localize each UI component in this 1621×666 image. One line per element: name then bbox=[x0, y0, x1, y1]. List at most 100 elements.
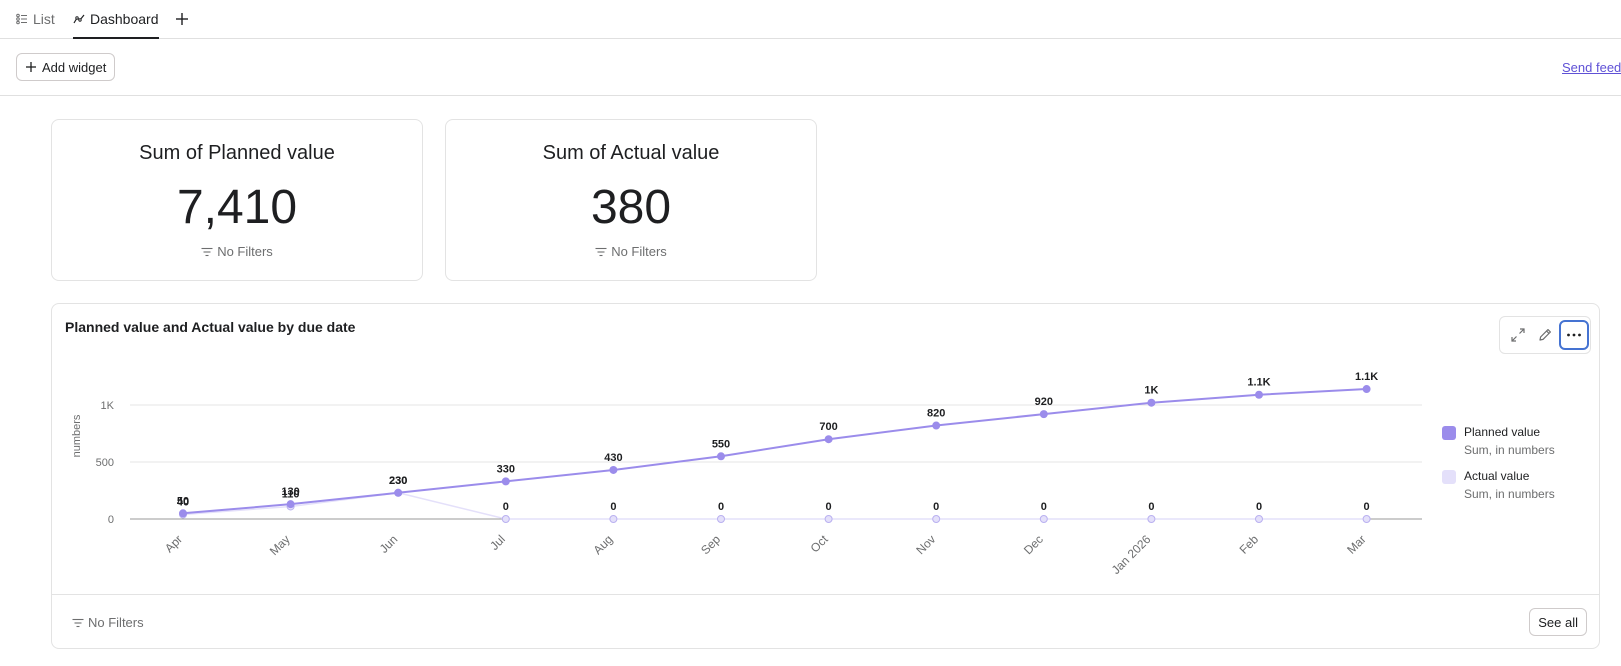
x-tick-label: Mar bbox=[1344, 532, 1369, 557]
data-point bbox=[1255, 515, 1263, 523]
chart-title: Planned value and Actual value by due da… bbox=[65, 319, 356, 335]
y-tick-label: 0 bbox=[108, 514, 114, 526]
data-label: 430 bbox=[604, 452, 622, 464]
data-label: 0 bbox=[1041, 501, 1047, 513]
data-label: 1K bbox=[1144, 385, 1158, 397]
data-point bbox=[179, 509, 187, 518]
planned-value-card[interactable]: Sum of Planned value 7,410 No Filters bbox=[51, 119, 423, 281]
data-label: 0 bbox=[718, 501, 724, 513]
data-point bbox=[1147, 515, 1156, 523]
data-label: 1.1K bbox=[1247, 377, 1270, 389]
data-label: 1.1K bbox=[1355, 371, 1378, 383]
edit-button[interactable] bbox=[1532, 322, 1558, 348]
expand-button[interactable] bbox=[1505, 322, 1531, 348]
card-filters-label: No Filters bbox=[611, 244, 667, 259]
data-label: 230 bbox=[389, 475, 407, 487]
chart-filters-label: No Filters bbox=[88, 615, 144, 630]
legend-name: Actual value bbox=[1464, 469, 1530, 483]
filter-icon bbox=[72, 618, 84, 627]
data-label: 0 bbox=[1364, 501, 1370, 513]
data-point bbox=[286, 500, 295, 509]
data-point bbox=[717, 452, 725, 461]
chart-actions bbox=[1499, 316, 1591, 354]
x-tick-label: Feb bbox=[1237, 532, 1262, 557]
data-label: 820 bbox=[927, 408, 945, 420]
x-tick-label: Apr bbox=[162, 532, 185, 555]
see-all-button[interactable]: See all bbox=[1529, 608, 1587, 636]
data-point bbox=[1362, 515, 1371, 523]
series-line bbox=[182, 388, 1367, 515]
x-tick-label: Dec bbox=[1021, 532, 1046, 557]
chart-icon bbox=[73, 14, 85, 24]
add-widget-label: Add widget bbox=[42, 59, 107, 75]
card-filters[interactable]: No Filters bbox=[446, 244, 816, 259]
data-label: 50 bbox=[177, 495, 189, 507]
add-widget-button[interactable]: Add widget bbox=[16, 53, 116, 81]
data-point bbox=[1039, 410, 1048, 419]
card-filters-label: No Filters bbox=[217, 244, 273, 259]
legend-sub: Sum, in numbers bbox=[1464, 443, 1555, 457]
y-tick-label: 500 bbox=[96, 457, 114, 469]
data-point bbox=[717, 515, 725, 523]
add-tab-button[interactable] bbox=[172, 9, 192, 29]
data-point bbox=[1147, 398, 1156, 407]
data-label: 0 bbox=[826, 501, 832, 513]
tab-list[interactable]: List bbox=[16, 0, 55, 38]
send-feedback-link[interactable]: Send feedb bbox=[1562, 60, 1621, 75]
tab-list-label: List bbox=[33, 11, 55, 27]
data-label: 700 bbox=[819, 421, 837, 433]
tab-dashboard[interactable]: Dashboard bbox=[73, 0, 159, 39]
data-point bbox=[932, 421, 941, 430]
data-label: 130 bbox=[281, 486, 299, 498]
expand-icon bbox=[1511, 328, 1525, 342]
plus-icon bbox=[176, 13, 188, 25]
data-point bbox=[824, 435, 833, 444]
x-tick-label: Nov bbox=[913, 532, 938, 557]
actual-value-card[interactable]: Sum of Actual value 380 No Filters bbox=[445, 119, 817, 281]
chart-footer: No Filters See all bbox=[52, 594, 1599, 651]
data-label: 0 bbox=[610, 501, 616, 513]
card-value: 380 bbox=[590, 181, 672, 234]
data-label: 330 bbox=[497, 463, 515, 475]
pencil-icon bbox=[1539, 329, 1551, 341]
data-point bbox=[394, 488, 403, 497]
data-label: 0 bbox=[1256, 501, 1262, 513]
data-point bbox=[824, 515, 833, 523]
data-label: 920 bbox=[1035, 396, 1053, 408]
data-point bbox=[932, 515, 941, 523]
x-tick-label: Oct bbox=[808, 532, 832, 556]
x-tick-label: May bbox=[267, 532, 293, 558]
x-tick-label: Jul bbox=[487, 532, 508, 553]
more-actions-button[interactable] bbox=[1559, 320, 1589, 350]
x-tick-label: Sep bbox=[698, 532, 723, 557]
dashboard-toolbar: Add widget Send feedb bbox=[0, 39, 1621, 96]
card-title: Sum of Actual value bbox=[542, 142, 720, 164]
data-point bbox=[1255, 390, 1263, 399]
y-axis-label: numbers bbox=[71, 414, 83, 457]
x-tick-label: Jan 2026 bbox=[1109, 532, 1154, 577]
legend-swatch bbox=[1442, 470, 1456, 484]
legend-swatch bbox=[1442, 426, 1456, 440]
data-label: 230 bbox=[389, 475, 407, 487]
plus-icon bbox=[26, 62, 36, 72]
chart-filters[interactable]: No Filters bbox=[72, 615, 144, 630]
filter-icon bbox=[201, 247, 213, 256]
data-point bbox=[609, 465, 618, 474]
data-point bbox=[609, 515, 618, 523]
card-filters[interactable]: No Filters bbox=[52, 244, 422, 259]
x-tick-label: Aug bbox=[591, 532, 616, 557]
card-title: Sum of Planned value bbox=[139, 142, 335, 164]
more-icon bbox=[1567, 333, 1581, 337]
view-tabs: List Dashboard bbox=[0, 0, 1621, 39]
x-tick-label: Jun bbox=[377, 532, 401, 556]
data-point bbox=[1039, 515, 1048, 523]
data-point bbox=[501, 515, 510, 523]
data-point bbox=[1362, 385, 1371, 394]
data-point bbox=[501, 477, 510, 486]
data-label: 0 bbox=[933, 501, 939, 513]
data-label: 110 bbox=[282, 488, 300, 500]
card-value: 7,410 bbox=[176, 181, 298, 234]
data-label: 40 bbox=[177, 496, 189, 508]
chart-widget[interactable]: Planned value and Actual value by due da… bbox=[51, 303, 1600, 649]
